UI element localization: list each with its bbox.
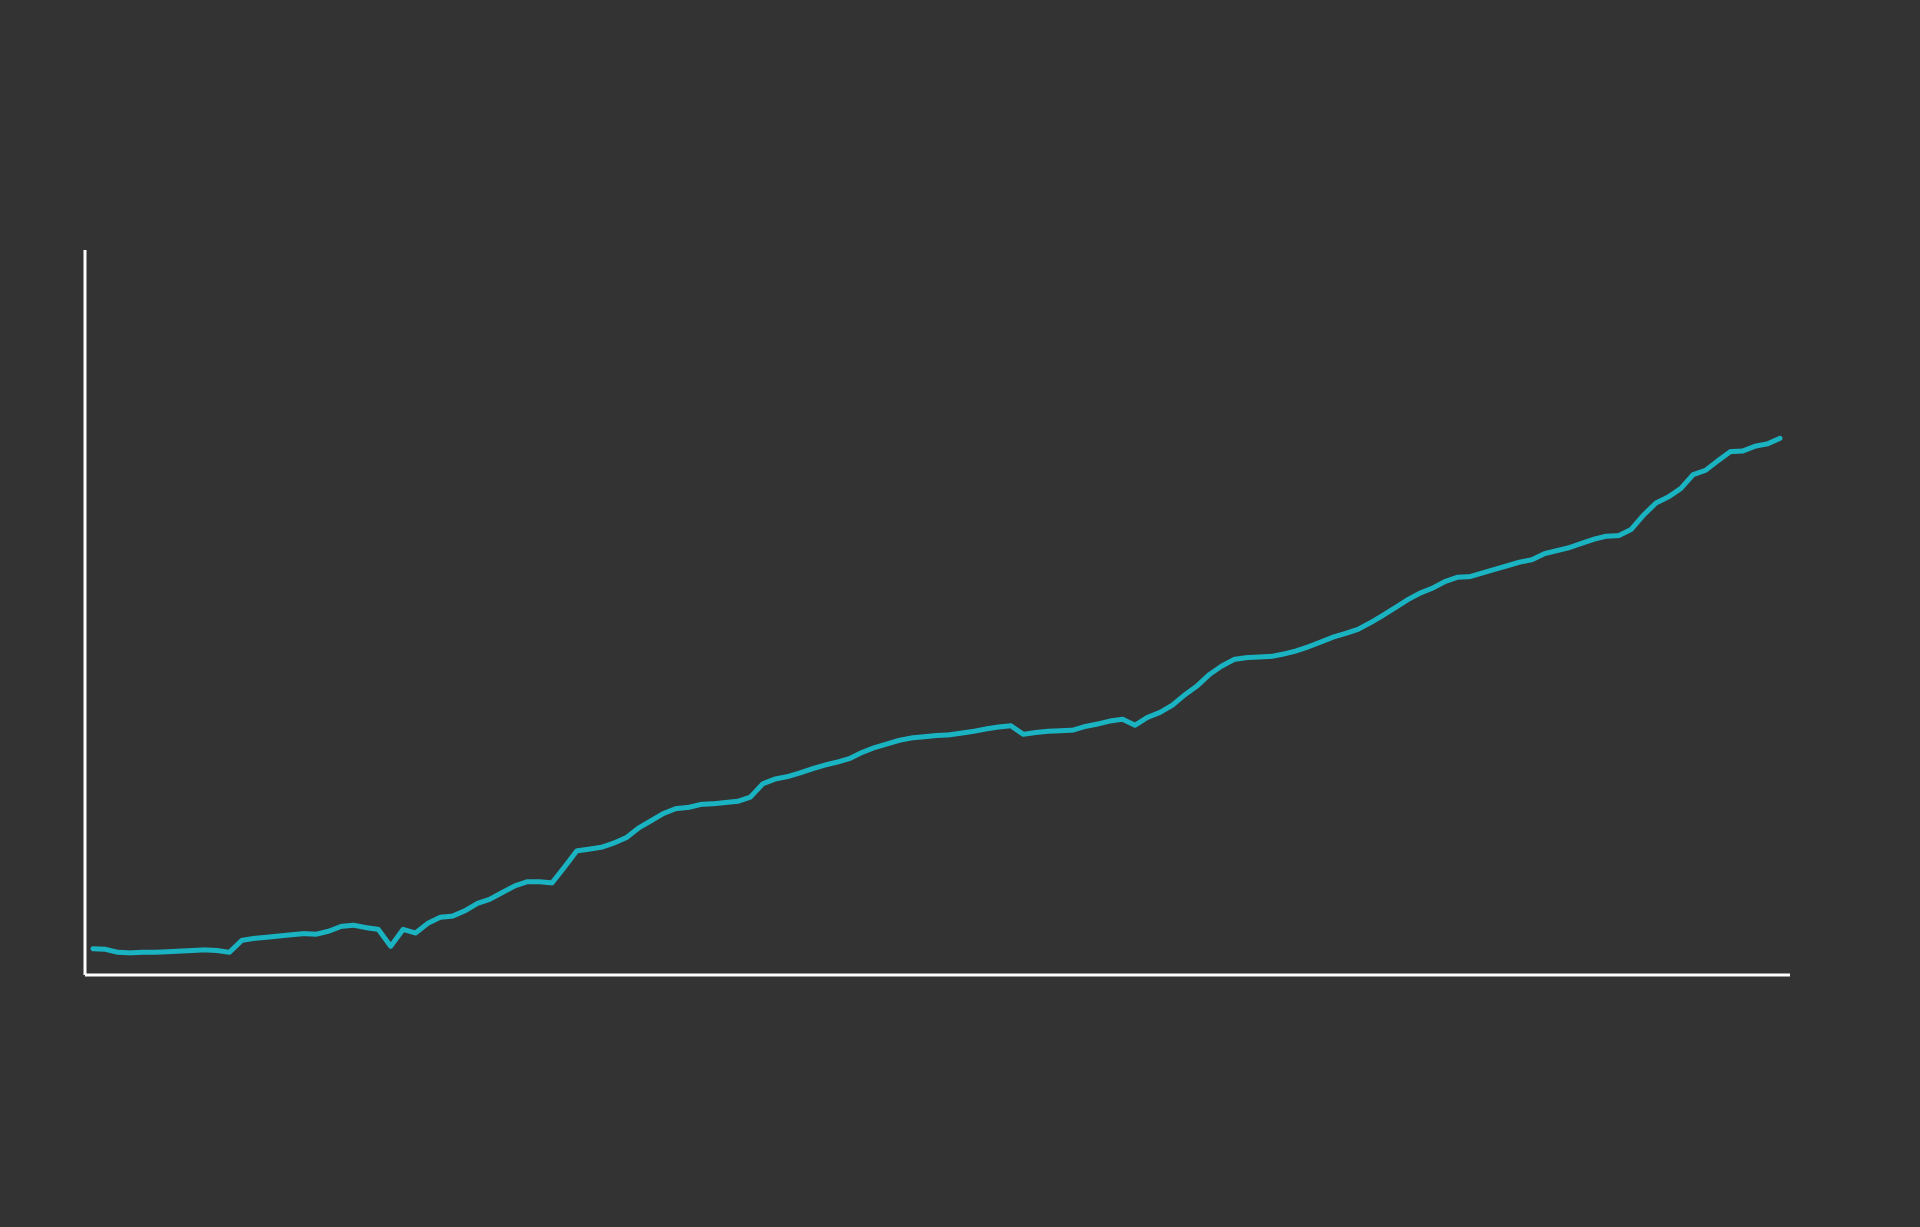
series-line-0 <box>90 435 1783 956</box>
series-group <box>90 435 1783 956</box>
